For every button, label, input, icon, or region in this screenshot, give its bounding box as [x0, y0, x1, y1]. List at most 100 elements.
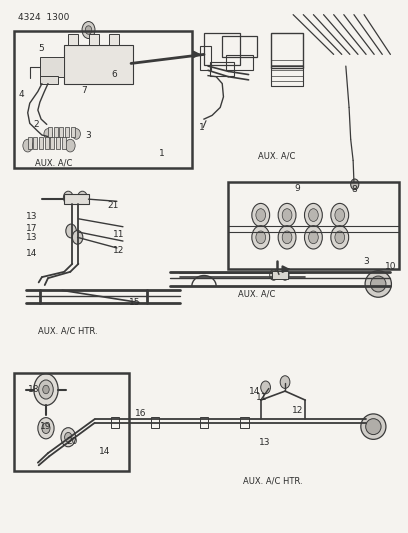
Bar [272, 271, 288, 279]
Text: 4: 4 [19, 90, 24, 99]
Bar [48, 127, 52, 136]
Bar [271, 33, 303, 68]
Text: 1: 1 [199, 123, 205, 132]
Text: 2: 2 [33, 120, 39, 129]
Circle shape [61, 427, 75, 447]
Circle shape [304, 204, 322, 227]
Circle shape [39, 380, 53, 399]
Circle shape [34, 374, 58, 406]
Circle shape [44, 128, 52, 139]
Bar [111, 417, 119, 428]
Ellipse shape [366, 419, 381, 434]
Circle shape [261, 381, 271, 394]
Text: 10: 10 [385, 262, 396, 271]
Circle shape [38, 418, 54, 439]
Text: 21: 21 [107, 201, 118, 210]
Text: 11: 11 [256, 393, 268, 402]
Circle shape [252, 225, 270, 249]
Bar [51, 137, 55, 149]
Circle shape [282, 231, 292, 244]
Circle shape [308, 231, 318, 244]
Bar [39, 137, 43, 149]
Text: 16: 16 [135, 409, 147, 418]
Bar [222, 36, 257, 57]
Text: 3: 3 [363, 257, 369, 265]
Text: 18: 18 [28, 385, 40, 394]
Circle shape [351, 179, 359, 190]
Circle shape [23, 139, 33, 152]
Bar [68, 34, 78, 45]
Text: AUX. A/C HTR.: AUX. A/C HTR. [243, 477, 303, 486]
Bar [59, 127, 63, 136]
Text: 17: 17 [26, 224, 38, 233]
Bar [109, 34, 119, 45]
Bar [271, 66, 303, 86]
Bar [151, 417, 160, 428]
Bar [28, 137, 32, 149]
Text: 3: 3 [86, 131, 91, 140]
Circle shape [278, 204, 296, 227]
Bar [200, 46, 211, 70]
Circle shape [331, 204, 349, 227]
Text: 1: 1 [159, 149, 164, 158]
Text: 14: 14 [99, 447, 111, 456]
Circle shape [256, 231, 266, 244]
Text: 19: 19 [40, 422, 52, 431]
Text: 8: 8 [351, 184, 357, 193]
Circle shape [42, 423, 50, 433]
Text: 9: 9 [294, 183, 300, 192]
Text: AUX. A/C: AUX. A/C [35, 159, 73, 167]
Bar [40, 76, 58, 84]
Text: AUX. A/C: AUX. A/C [258, 152, 296, 161]
Ellipse shape [365, 271, 391, 297]
Text: 11: 11 [113, 230, 125, 239]
Circle shape [63, 191, 73, 204]
Bar [54, 127, 58, 136]
Ellipse shape [361, 414, 386, 439]
Circle shape [72, 230, 83, 244]
Ellipse shape [370, 276, 386, 292]
Text: 6: 6 [111, 70, 117, 79]
Bar [200, 417, 208, 428]
Circle shape [270, 270, 278, 280]
Circle shape [280, 376, 290, 389]
Bar [45, 137, 49, 149]
Circle shape [85, 26, 92, 34]
Bar [40, 56, 64, 77]
Circle shape [308, 209, 318, 221]
Circle shape [331, 225, 349, 249]
Circle shape [278, 225, 296, 249]
Text: AUX. A/C: AUX. A/C [238, 289, 275, 298]
Circle shape [82, 21, 95, 38]
Bar [240, 417, 248, 428]
Bar [64, 45, 133, 84]
Text: 4324  1300: 4324 1300 [18, 13, 69, 22]
Bar [62, 137, 66, 149]
Bar [204, 33, 240, 65]
Circle shape [72, 128, 80, 139]
Text: 7: 7 [82, 86, 87, 95]
Bar [228, 182, 399, 269]
Bar [210, 62, 234, 76]
Bar [64, 195, 89, 204]
Circle shape [335, 231, 345, 244]
Circle shape [78, 191, 87, 204]
Bar [13, 30, 192, 168]
Bar [89, 34, 99, 45]
Circle shape [304, 225, 322, 249]
Circle shape [252, 204, 270, 227]
Circle shape [65, 139, 75, 152]
Text: 15: 15 [129, 298, 141, 307]
Text: 14: 14 [26, 249, 38, 258]
Bar [33, 137, 38, 149]
Bar [13, 373, 129, 471]
Text: 5: 5 [38, 44, 44, 53]
Circle shape [281, 270, 289, 280]
Text: AUX. A/C HTR.: AUX. A/C HTR. [38, 327, 98, 336]
Text: 12: 12 [113, 246, 124, 255]
Text: 12: 12 [291, 406, 303, 415]
Circle shape [64, 432, 72, 442]
Bar [226, 55, 253, 70]
Bar [56, 137, 60, 149]
Bar [65, 127, 69, 136]
